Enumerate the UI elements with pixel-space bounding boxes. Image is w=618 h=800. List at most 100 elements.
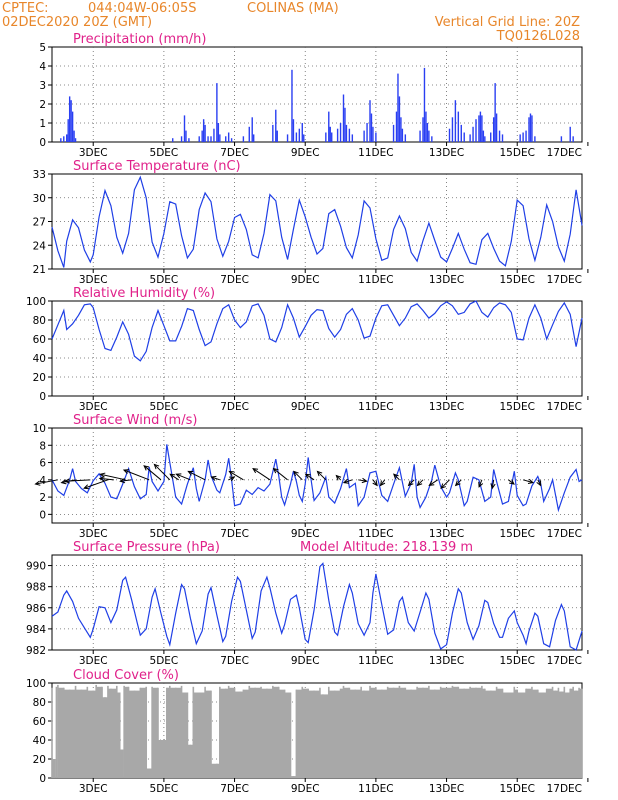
x-tick-label: 7DEC (220, 655, 249, 667)
precip-bar (472, 126, 474, 142)
precip-bar (242, 136, 245, 142)
y-tick-label: 0 (39, 509, 46, 521)
cloud-fill (543, 692, 547, 778)
precip-bar (68, 96, 71, 142)
precip-bar (74, 138, 77, 142)
cloud-fill (116, 692, 120, 778)
precip-bar (272, 124, 274, 142)
precip-bar (180, 136, 183, 142)
precip-bar (351, 134, 354, 142)
cloud-fill (340, 688, 344, 778)
x-tick-label: 9DEC (291, 274, 320, 286)
precip-bar (560, 136, 563, 142)
cloud-fill (343, 687, 350, 778)
precip-bar (498, 130, 501, 142)
wind-vector (408, 479, 415, 486)
precip-bar (451, 117, 454, 142)
cloud-fill (476, 687, 482, 778)
precip-bar (291, 69, 293, 142)
wind-arrowhead (407, 480, 414, 487)
wind-arrowhead (60, 479, 67, 485)
precip-bar (210, 136, 212, 142)
cloud-bar (51, 687, 53, 778)
y-tick-label: 80 (33, 697, 46, 709)
y-tick-label: 6 (39, 458, 46, 470)
y-tick-label: 3 (39, 80, 46, 92)
precip-bar (345, 124, 348, 142)
wind-arrowhead (454, 480, 461, 487)
x-tick-label: 13DEC (429, 528, 464, 540)
series-line (51, 175, 583, 268)
plot-frame (51, 300, 583, 397)
header-coordinates: 044:04W-06:05S (88, 1, 196, 16)
precip-bar (172, 138, 174, 142)
cloud-fill (523, 692, 527, 778)
cloud-fill (152, 687, 158, 778)
y-tick-label: 20 (33, 372, 46, 384)
x-tick-label: 15DEC (500, 147, 535, 159)
precip-bar (457, 111, 460, 142)
wind-arrowhead (508, 479, 515, 485)
precip-bar (395, 111, 398, 142)
cloud-fill (211, 763, 217, 778)
cloud-bar (145, 686, 148, 778)
y-tick-label: 8 (39, 440, 46, 452)
series-line (51, 300, 583, 362)
precip-bar (529, 113, 532, 142)
precip-bar (63, 136, 65, 142)
cloud-fill (576, 690, 580, 778)
precip-bar (423, 67, 426, 142)
precip-bar (426, 123, 429, 142)
wind-vector (478, 479, 483, 488)
wind-arrowhead (143, 465, 150, 471)
panel-annotation: Model Altitude: 218.139 m (300, 540, 473, 555)
cloud-fill (555, 690, 559, 778)
y-tick-label: 21 (33, 264, 46, 276)
precip-bar (481, 115, 483, 142)
wind-vector (380, 479, 386, 486)
cloud-fill (308, 690, 315, 778)
panel-title: Precipitation (mm/h) (73, 32, 206, 47)
wind-vector (120, 479, 132, 482)
precip-bar (336, 128, 339, 142)
x-tick-label: 9DEC (291, 401, 320, 413)
wind-vector (229, 470, 244, 481)
wind-vector (123, 469, 150, 481)
wind-vector (358, 479, 367, 482)
y-tick-label: 33 (33, 169, 46, 181)
precip-bar (370, 113, 373, 142)
wind-arrowhead (229, 476, 236, 482)
precip-bar (522, 132, 524, 142)
precip-bar (569, 126, 571, 142)
panel-3: 0 2 4 6 8 10 3DEC 5DEC 7DEC 9DEC 11DEC 13DEC 15DEC 17… (33, 413, 589, 540)
cloud-fill (490, 690, 497, 778)
wind-arrowhead (490, 483, 496, 490)
x-tick-label: 17DEC (547, 147, 582, 159)
x-tick-label: 13DEC (429, 274, 464, 286)
y-tick-label: 986 (26, 603, 46, 615)
cloud-fill (370, 687, 376, 778)
precip-bar (207, 136, 209, 142)
wind-vector (100, 473, 126, 481)
precip-bar (325, 132, 327, 142)
x-tick-label: 3DEC (79, 274, 108, 286)
wind-vector (252, 468, 271, 481)
cloud-fill (110, 688, 117, 778)
wind-arrowhead (99, 472, 106, 478)
cloud-fill (364, 690, 370, 778)
wind-arrowhead (122, 469, 129, 475)
header-location: COLINAS (MA) (247, 1, 339, 16)
header-model-code: TQ0126L028 (496, 29, 580, 44)
precip-bar (475, 119, 477, 142)
precip-bar (183, 115, 186, 142)
precip-bar (219, 134, 221, 142)
panel-title: Surface Pressure (hPa) (73, 540, 220, 555)
y-tick-label: 100 (26, 678, 46, 690)
y-tick-label: 27 (33, 217, 46, 229)
wind-arrowhead (428, 480, 435, 487)
x-tick-label: 11DEC (358, 401, 393, 413)
precip-bar (342, 94, 345, 142)
wind-arrowhead (316, 470, 323, 477)
chart-panels: 0 1 2 3 4 5 3DEC 5DEC 7DEC 9DEC 11DEC 13DEC 15DEC 17D… (26, 32, 589, 795)
y-tick-label: 2 (39, 99, 46, 111)
